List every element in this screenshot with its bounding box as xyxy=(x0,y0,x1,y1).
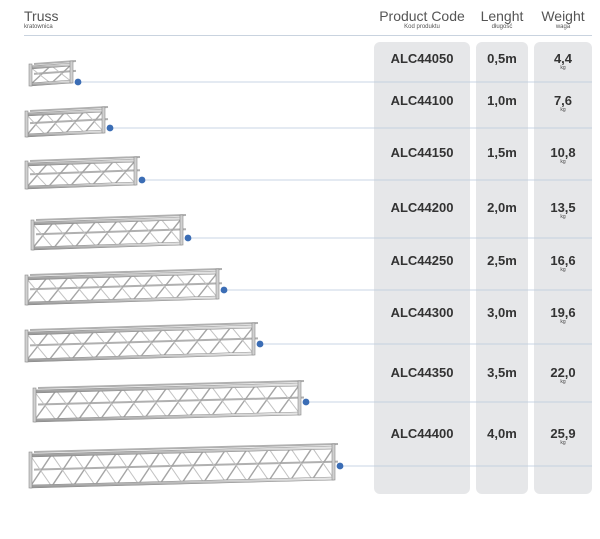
product-weight-value: 10,8 xyxy=(550,145,576,160)
length-column xyxy=(476,42,528,494)
header-divider xyxy=(24,35,592,36)
truss-icon xyxy=(24,106,109,138)
truss-icon xyxy=(24,268,223,306)
product-code: ALC44300 xyxy=(390,305,454,320)
truss-icon xyxy=(24,156,141,190)
product-weight: 16,6 kg xyxy=(534,254,592,273)
product-weight: 22,0 kg xyxy=(534,366,592,385)
product-length: 4,0m xyxy=(487,426,517,441)
product-weight-unit: kg xyxy=(560,65,566,71)
weight-header-sublabel: waga xyxy=(555,24,571,30)
product-weight-unit: kg xyxy=(560,440,566,446)
product-weight: 19,6 kg xyxy=(534,306,592,325)
truss-icon xyxy=(30,214,187,251)
code-header-sublabel: Kod produktu xyxy=(404,24,440,30)
product-weight-unit: kg xyxy=(560,267,566,273)
product-code: ALC44200 xyxy=(390,200,454,215)
product-length: 0,5m xyxy=(487,51,517,66)
length-header-label: Lenght xyxy=(480,8,524,24)
product-code: ALC44400 xyxy=(390,426,454,441)
code-header: Product Code Kod produktu xyxy=(374,8,470,31)
product-weight-value: 22,0 xyxy=(550,365,576,380)
product-weight-value: 7,6 xyxy=(553,93,573,108)
product-code: ALC44150 xyxy=(390,145,454,160)
product-length: 1,5m xyxy=(487,145,517,160)
row-marker-dot xyxy=(220,286,228,294)
product-weight: 4,4 kg xyxy=(534,52,592,71)
row-marker-dot xyxy=(184,234,192,242)
weight-column xyxy=(534,42,592,494)
weight-header-label: Weight xyxy=(541,8,585,24)
product-weight-unit: kg xyxy=(560,214,566,220)
product-length: 3,0m xyxy=(487,305,517,320)
product-weight-unit: kg xyxy=(560,379,566,385)
product-weight-unit: kg xyxy=(560,159,566,165)
product-weight-value: 4,4 xyxy=(553,51,573,66)
truss-icon xyxy=(28,443,339,489)
product-length: 2,0m xyxy=(487,200,517,215)
length-header-sublabel: długość xyxy=(491,24,513,30)
truss-header: Truss kratownica xyxy=(24,8,58,31)
product-code: ALC44250 xyxy=(390,253,454,268)
product-weight-unit: kg xyxy=(560,107,566,113)
product-weight-value: 13,5 xyxy=(550,200,576,215)
truss-icon xyxy=(24,322,259,363)
truss-header-label: Truss xyxy=(24,8,59,24)
product-weight-value: 16,6 xyxy=(550,253,576,268)
product-weight: 7,6 kg xyxy=(534,94,592,113)
truss-icon xyxy=(28,60,77,87)
product-weight-value: 25,9 xyxy=(550,426,576,441)
row-marker-dot xyxy=(336,462,344,470)
code-header-label: Product Code xyxy=(379,8,465,24)
product-length: 3,5m xyxy=(487,365,517,380)
row-marker-dot xyxy=(138,176,146,184)
row-marker-dot xyxy=(106,124,114,132)
row-marker-dot xyxy=(74,78,82,86)
product-weight-value: 19,6 xyxy=(550,305,576,320)
code-column xyxy=(374,42,470,494)
product-length: 1,0m xyxy=(487,93,517,108)
product-weight-unit: kg xyxy=(560,319,566,325)
product-weight: 25,9 kg xyxy=(534,427,592,446)
truss-icon xyxy=(32,380,305,423)
length-header: Lenght długość xyxy=(476,8,528,31)
row-marker-dot xyxy=(302,398,310,406)
product-weight: 10,8 kg xyxy=(534,146,592,165)
product-length: 2,5m xyxy=(487,253,517,268)
product-code: ALC44100 xyxy=(390,93,454,108)
product-code: ALC44350 xyxy=(390,365,454,380)
row-marker-dot xyxy=(256,340,264,348)
truss-header-sublabel: kratownica xyxy=(24,24,53,30)
weight-header: Weight waga xyxy=(534,8,592,31)
product-code: ALC44050 xyxy=(390,51,454,66)
product-weight: 13,5 kg xyxy=(534,201,592,220)
